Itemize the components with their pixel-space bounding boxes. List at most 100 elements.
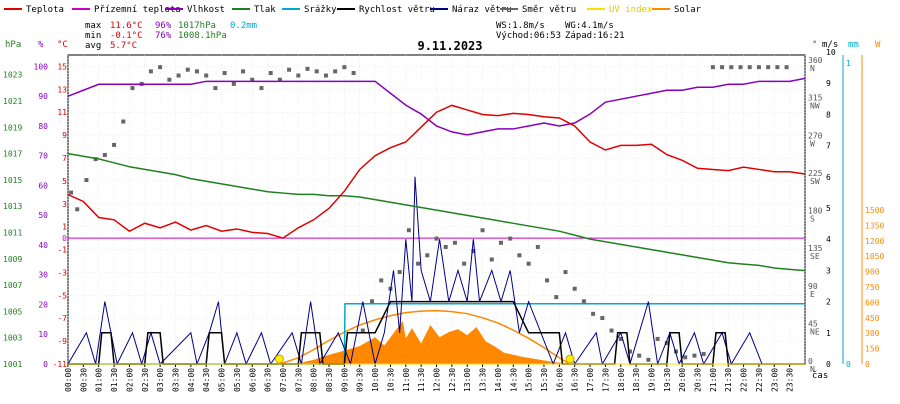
tick-label-pct: 90 <box>38 92 48 101</box>
solar-area <box>68 320 805 364</box>
sunrise-marker <box>274 354 284 364</box>
wind-dir-point <box>305 66 310 71</box>
tick-label-ms: 7 <box>826 142 831 151</box>
pressure-line <box>67 152 806 272</box>
tick-label-hpa: 1007 <box>3 281 22 290</box>
wind-dir-point <box>333 69 338 74</box>
tick-label-wm: 450 <box>865 314 880 323</box>
solar-theoretical-line <box>279 309 571 365</box>
wind-dir-point <box>452 240 457 245</box>
wind-dir-point <box>360 328 365 333</box>
wind-dir-point <box>84 178 89 183</box>
wind-dir-point <box>756 65 761 70</box>
x-tick-label: 23:30 <box>786 368 795 392</box>
x-tick-label: 11:00 <box>402 368 411 392</box>
stat-max-hum: 96% <box>155 21 172 31</box>
wind-dir-point <box>443 244 448 249</box>
legend-label: Vlhkost <box>187 5 225 15</box>
axis-unit-dir: ° <box>812 40 817 50</box>
x-tick-label: 03:30 <box>171 368 180 392</box>
wind-dir-point <box>545 278 550 283</box>
wind-dir-point <box>213 86 218 91</box>
tick-label-ms: 9 <box>826 79 831 88</box>
tick-label-ms: 1 <box>826 329 831 338</box>
x-tick-label: 07:00 <box>279 368 288 392</box>
tick-label-hpa: 1023 <box>3 71 22 80</box>
wind-dir-point <box>148 69 153 74</box>
wind-dir-point <box>241 69 246 74</box>
wind-dir-point <box>784 65 789 70</box>
tick-label-dir-name: N <box>810 64 815 73</box>
x-tick-label: 08:30 <box>325 368 334 392</box>
chart-title: 9.11.2023 <box>417 39 482 53</box>
wind-dir-point <box>176 73 181 78</box>
axis-unit-mm: mm <box>848 40 859 50</box>
tick-label-dir: 225 <box>808 169 823 178</box>
x-tick-label: 20:30 <box>694 368 703 392</box>
tick-label-hpa: 1021 <box>3 97 22 106</box>
wind-dir-point <box>637 353 642 358</box>
x-axis-title: čas <box>812 370 828 381</box>
tick-label-pct: 0 <box>43 360 48 369</box>
x-tick-label: 12:00 <box>433 368 442 392</box>
tick-label-ms: 5 <box>826 204 831 213</box>
x-tick-label: 19:00 <box>647 368 656 392</box>
tick-label-hpa: 1015 <box>3 176 22 185</box>
x-tick-label: 05:00 <box>218 368 227 392</box>
stat-avg-label: avg <box>85 41 101 51</box>
wind-dir-point <box>766 65 771 70</box>
tick-label-wm: 0 <box>865 360 870 369</box>
wind-dir-point <box>351 71 356 76</box>
wind-speed-line <box>68 300 805 365</box>
wind-dir-point <box>710 65 715 70</box>
x-tick-label: 05:30 <box>233 368 242 392</box>
wind-dir-point <box>738 65 743 70</box>
tick-label-mm: 1 <box>846 59 851 68</box>
tick-label-hpa: 1017 <box>3 150 22 159</box>
tick-label-dir-name: W <box>810 139 815 148</box>
x-tick-label: 00:30 <box>79 368 88 392</box>
wind-dir-point <box>231 81 236 86</box>
tick-label-wm: 1500 <box>865 206 884 215</box>
x-tick-label: 21:30 <box>724 368 733 392</box>
x-tick-label: 17:30 <box>601 368 610 392</box>
wind-dir-point <box>600 316 605 321</box>
wind-dir-point <box>130 86 135 91</box>
wind-dir-point <box>609 328 614 333</box>
wind-dir-point <box>268 71 273 76</box>
legend-label: Tlak <box>254 5 276 15</box>
wind-dir-point <box>720 65 725 70</box>
tick-label-degc: 1 <box>62 223 67 232</box>
wind-dir-point <box>93 157 98 162</box>
stat-min-hum: 76% <box>155 31 172 41</box>
legend-label: Rychlost větru <box>359 5 435 15</box>
tick-label-dir: 135 <box>808 244 823 253</box>
tick-label-hpa: 1013 <box>3 202 22 211</box>
tick-label-hpa: 1011 <box>3 229 22 238</box>
legend-label: Srážky <box>304 5 337 15</box>
x-tick-label: 01:30 <box>110 368 119 392</box>
tick-label-dir: 90 <box>808 282 818 291</box>
tick-label-hpa: 1003 <box>3 334 22 343</box>
wind-dir-point <box>591 311 596 316</box>
tick-label-pct: 50 <box>38 211 48 220</box>
tick-label-wm: 1200 <box>865 237 884 246</box>
tick-label-dir-name: NE <box>810 327 820 336</box>
x-tick-label: 22:00 <box>740 368 749 392</box>
tick-label-pct: 40 <box>38 241 48 250</box>
axis-unit-degc: °C <box>57 40 68 50</box>
x-tick-label: 07:30 <box>294 368 303 392</box>
x-tick-label: 16:30 <box>571 368 580 392</box>
wind-dir-point <box>277 77 282 82</box>
wind-dir-point <box>287 67 292 72</box>
x-tick-label: 15:00 <box>525 368 534 392</box>
tick-label-dir-name: SE <box>810 252 820 261</box>
axis-unit-wm: W <box>875 40 881 50</box>
tick-label-degc: 9 <box>62 131 67 140</box>
tick-label-dir-name: NW <box>810 102 820 111</box>
stat-min-label: min <box>85 31 101 41</box>
tick-label-degc: -5 <box>57 291 67 300</box>
wind-dir-point <box>406 228 411 233</box>
axis-unit-ms: m/s <box>822 40 838 50</box>
wind-dir-point <box>379 278 384 283</box>
